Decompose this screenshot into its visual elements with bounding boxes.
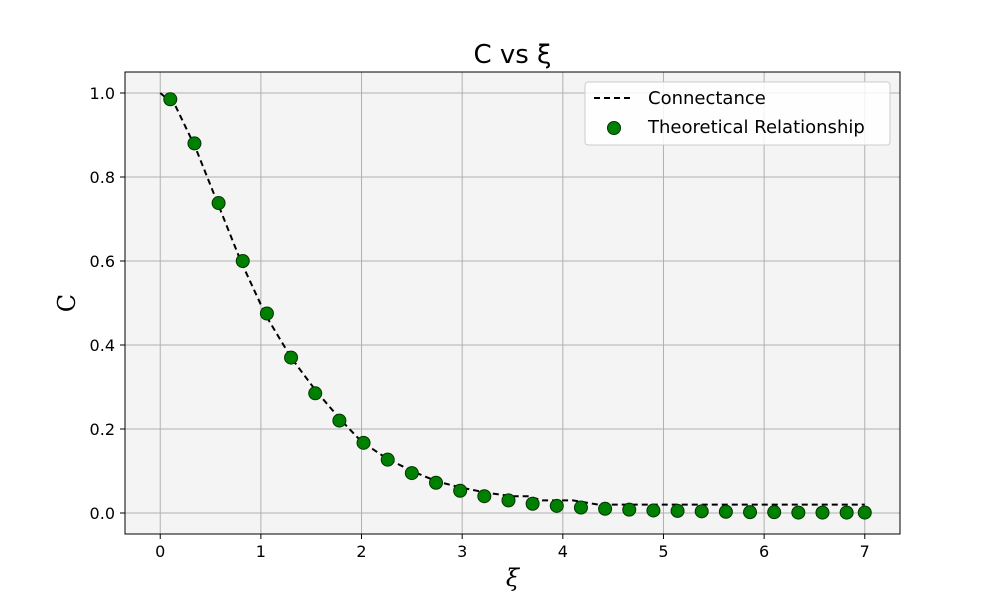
data-point [839, 505, 854, 520]
y-tick-label: 0.6 [90, 252, 115, 271]
x-tick-label: 6 [759, 542, 769, 561]
data-point [791, 505, 806, 520]
data-point [356, 435, 371, 450]
data-point [598, 501, 613, 516]
data-point [404, 466, 419, 481]
legend-marker-swatch [607, 121, 621, 135]
data-point [743, 505, 758, 520]
plot-frame [124, 71, 901, 535]
x-tick-label: 7 [860, 542, 870, 561]
x-tick-label: 1 [256, 542, 266, 561]
data-point [332, 413, 347, 428]
x-tick-label: 0 [155, 542, 165, 561]
data-point [187, 136, 202, 151]
data-point [259, 306, 274, 321]
y-tick-label: 1.0 [90, 84, 115, 103]
y-axis-label: C [53, 294, 81, 312]
data-point [429, 475, 444, 490]
data-point [573, 500, 588, 515]
legend: Connectance Theoretical Relationship [584, 81, 891, 146]
legend-label-theoretical: Theoretical Relationship [647, 117, 865, 138]
data-point [211, 196, 226, 211]
data-point [453, 483, 468, 498]
data-point [235, 254, 250, 268]
data-point [815, 505, 830, 520]
y-tick-label: 0.0 [90, 504, 115, 523]
data-point [622, 502, 637, 517]
data-point [525, 496, 540, 511]
plot-area [125, 72, 900, 534]
data-point [477, 489, 492, 504]
data-point [718, 504, 733, 519]
x-tick-label: 2 [356, 542, 366, 561]
x-axis-label: ξ [506, 564, 521, 592]
data-point [767, 505, 782, 520]
ticks: 0 1 2 3 4 5 6 7 0.0 0.2 0.4 0.6 0.8 1.0 [90, 84, 870, 561]
data-point [501, 493, 516, 508]
legend-label-connectance: Connectance [648, 88, 766, 109]
data-point [694, 504, 709, 519]
data-point [308, 386, 323, 401]
x-tick-label: 3 [457, 542, 467, 561]
chart-title: C vs ξ [473, 40, 551, 70]
x-tick-label: 4 [558, 542, 568, 561]
data-point [284, 350, 299, 365]
y-tick-label: 0.2 [90, 420, 115, 439]
y-tick-label: 0.8 [90, 168, 115, 187]
grid [125, 72, 900, 534]
data-point [857, 505, 872, 520]
data-point [670, 503, 685, 518]
series-layer [159, 92, 872, 520]
data-point [163, 92, 178, 107]
y-tick-label: 0.4 [90, 336, 115, 355]
data-point [549, 498, 564, 513]
legend-box [584, 81, 891, 146]
data-point [646, 503, 661, 518]
x-tick-label: 5 [658, 542, 668, 561]
data-point [380, 452, 395, 467]
